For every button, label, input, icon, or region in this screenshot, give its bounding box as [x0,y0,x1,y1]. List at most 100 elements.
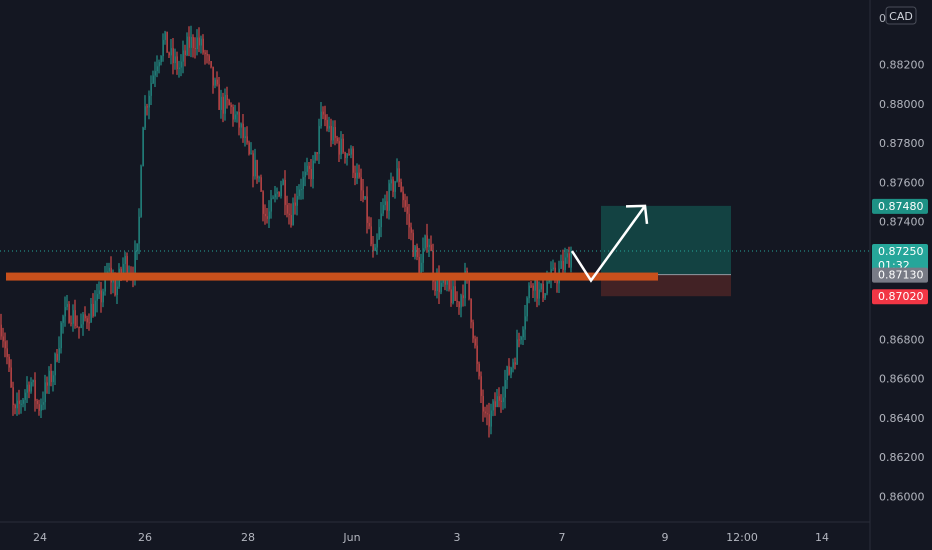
candle-body [124,256,126,265]
candle-body [56,353,58,361]
candle-body [156,66,158,72]
candle-body [228,99,230,106]
candle-body [370,226,372,245]
candle-body [480,376,482,396]
candle-body [436,276,438,291]
candle-body [548,279,550,283]
candle-body [82,314,84,325]
candle-body [568,253,570,268]
candle-body [546,282,548,294]
candle-body [8,356,10,368]
candle-body [296,196,298,206]
candle-body [108,267,110,272]
candle-body [0,324,2,337]
price-tick-label: 0.87600 [879,176,925,189]
candle-body [24,392,26,400]
projection-path[interactable] [570,205,647,283]
candle-body [424,235,426,249]
time-axis[interactable]: 24 26 28 Jun 3 7 9 12:00 14 [33,531,829,544]
candle-body [204,52,206,55]
candle-body [260,177,262,192]
candle-body [482,395,484,412]
candle-body [286,204,288,214]
candle-body [532,285,534,291]
candle-body [220,96,222,110]
candle-body [388,183,390,211]
candle-body [266,216,268,219]
candle-body [512,362,514,368]
candle-body [150,83,152,96]
currency-badge[interactable]: CAD [885,6,917,25]
stop-price-tag [872,289,928,305]
candle-body [100,290,102,303]
candle-body [142,127,144,167]
candle-body [470,298,472,323]
candle-body [394,181,396,192]
price-tick-label: 0.88000 [879,98,925,111]
candle-body [188,36,190,48]
candle-body [366,196,368,223]
candle-body [544,293,546,299]
candle-body [46,382,48,386]
candle-body [16,400,18,409]
candle-body [154,71,156,76]
candle-body [186,36,188,56]
candle-body [216,79,218,85]
candle-body [44,382,46,403]
candle-body [408,213,410,228]
price-tick-label: 0.86400 [879,412,925,425]
candle-body [200,38,202,46]
entry-price-tag-label: 0.87130 [878,269,924,282]
candle-body [418,256,420,276]
support-line[interactable] [6,272,658,281]
candle-body [64,307,66,317]
candle-body [340,138,342,155]
candle-body [348,154,350,156]
candle-body [236,111,238,115]
candle-body [224,95,226,114]
candle-body [136,243,138,252]
candle-body [530,285,532,287]
candle-body [282,180,284,185]
candle-body [406,206,408,214]
candle-body [302,177,304,190]
candle-body [66,304,68,308]
candle-body [92,303,94,317]
candle-body [94,300,96,317]
candle-body [160,56,162,63]
candle-body [440,282,442,293]
price-tick-label: 0.87800 [879,137,925,150]
stop-price-tag-label: 0.87020 [878,290,924,303]
candle-body [134,251,136,278]
candle-body [412,232,414,257]
candle-body [230,105,232,107]
candle-body [60,322,62,349]
candle-body [316,152,318,154]
candle-body [218,84,220,110]
price-tick-label: 0.86000 [879,491,925,504]
candle-body [198,37,200,46]
candle-body [384,201,386,206]
candle-body [40,404,42,411]
candle-body [396,168,398,182]
target-zone[interactable] [601,205,731,275]
candle-body [208,55,210,62]
candle-body [246,136,248,143]
date-tick-label: 9 [662,531,669,544]
candle-body [476,345,478,364]
candle-body [540,283,542,290]
candle-body [456,300,458,302]
candle-body [342,138,344,153]
candle-body [158,62,160,67]
candle-body [76,325,78,327]
candle-body [304,171,306,178]
candle-body [112,279,114,283]
candle-body [242,123,244,138]
date-tick-label: 3 [454,531,461,544]
candle-body [298,189,300,197]
candle-body [494,401,496,408]
price-tick-label: 0.86800 [879,333,925,346]
candle-body [516,339,518,365]
candle-body [432,251,434,282]
